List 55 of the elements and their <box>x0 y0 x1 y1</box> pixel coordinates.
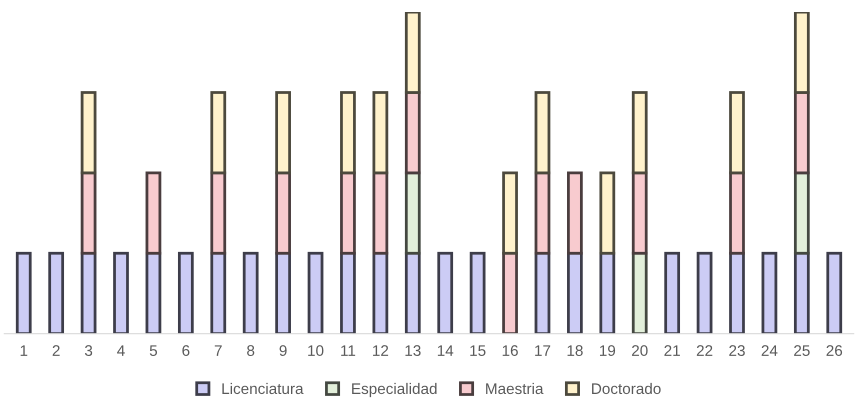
bar <box>210 252 226 334</box>
x-tick-label: 24 <box>762 345 778 356</box>
bar <box>113 252 129 334</box>
bar <box>275 252 291 334</box>
legend-label: Maestria <box>486 382 544 394</box>
x-tick-label: 11 <box>341 345 356 356</box>
x-tick-label: 3 <box>84 345 92 356</box>
bar <box>16 252 32 334</box>
x-tick-label: 13 <box>405 345 421 356</box>
x-tick-label: 20 <box>632 345 648 356</box>
legend-label: Doctorado <box>592 382 661 394</box>
bar <box>437 252 454 334</box>
x-tick-label: 18 <box>568 345 583 356</box>
bar <box>762 252 778 334</box>
x-tick-label: 7 <box>214 345 222 356</box>
x-tick-label: 26 <box>826 345 842 356</box>
bar <box>48 252 64 334</box>
bar <box>534 252 550 334</box>
bar <box>567 171 583 255</box>
x-tick-label: 10 <box>308 345 324 356</box>
x-tick-label: 6 <box>182 345 190 356</box>
legend-label: Licenciatura <box>222 382 304 394</box>
bar <box>599 252 616 334</box>
x-tick-label: 12 <box>373 345 388 356</box>
bar <box>696 252 712 334</box>
bar <box>599 171 616 255</box>
x-tick-label: 4 <box>117 345 125 356</box>
bar <box>729 252 745 334</box>
bar <box>308 252 324 334</box>
x-tick-label: 23 <box>729 345 745 356</box>
bar <box>567 252 583 334</box>
x-tick-label: 15 <box>470 345 486 356</box>
x-tick-label: 16 <box>502 345 518 356</box>
bar <box>146 252 162 334</box>
bar <box>178 252 194 334</box>
x-tick-label: 19 <box>600 345 616 356</box>
x-tick-label: 8 <box>247 345 254 356</box>
legend-label: Especialidad <box>352 382 437 398</box>
bar <box>470 252 486 334</box>
bar <box>340 252 356 334</box>
x-tick-label: 9 <box>280 345 287 356</box>
bar <box>242 252 259 334</box>
bar <box>80 252 96 334</box>
bar <box>372 252 388 334</box>
x-tick-label: 22 <box>696 345 712 356</box>
x-tick-label: 2 <box>52 345 60 356</box>
bar <box>826 252 842 334</box>
x-tick-label: 25 <box>794 345 810 356</box>
x-tick-label: 21 <box>664 345 680 356</box>
bar <box>664 252 680 334</box>
bar <box>146 171 162 255</box>
x-tick-label: 17 <box>535 345 550 356</box>
x-tick-label: 14 <box>438 345 454 356</box>
x-tick-label: 5 <box>150 345 158 356</box>
x-tick-label: 1 <box>20 345 28 356</box>
